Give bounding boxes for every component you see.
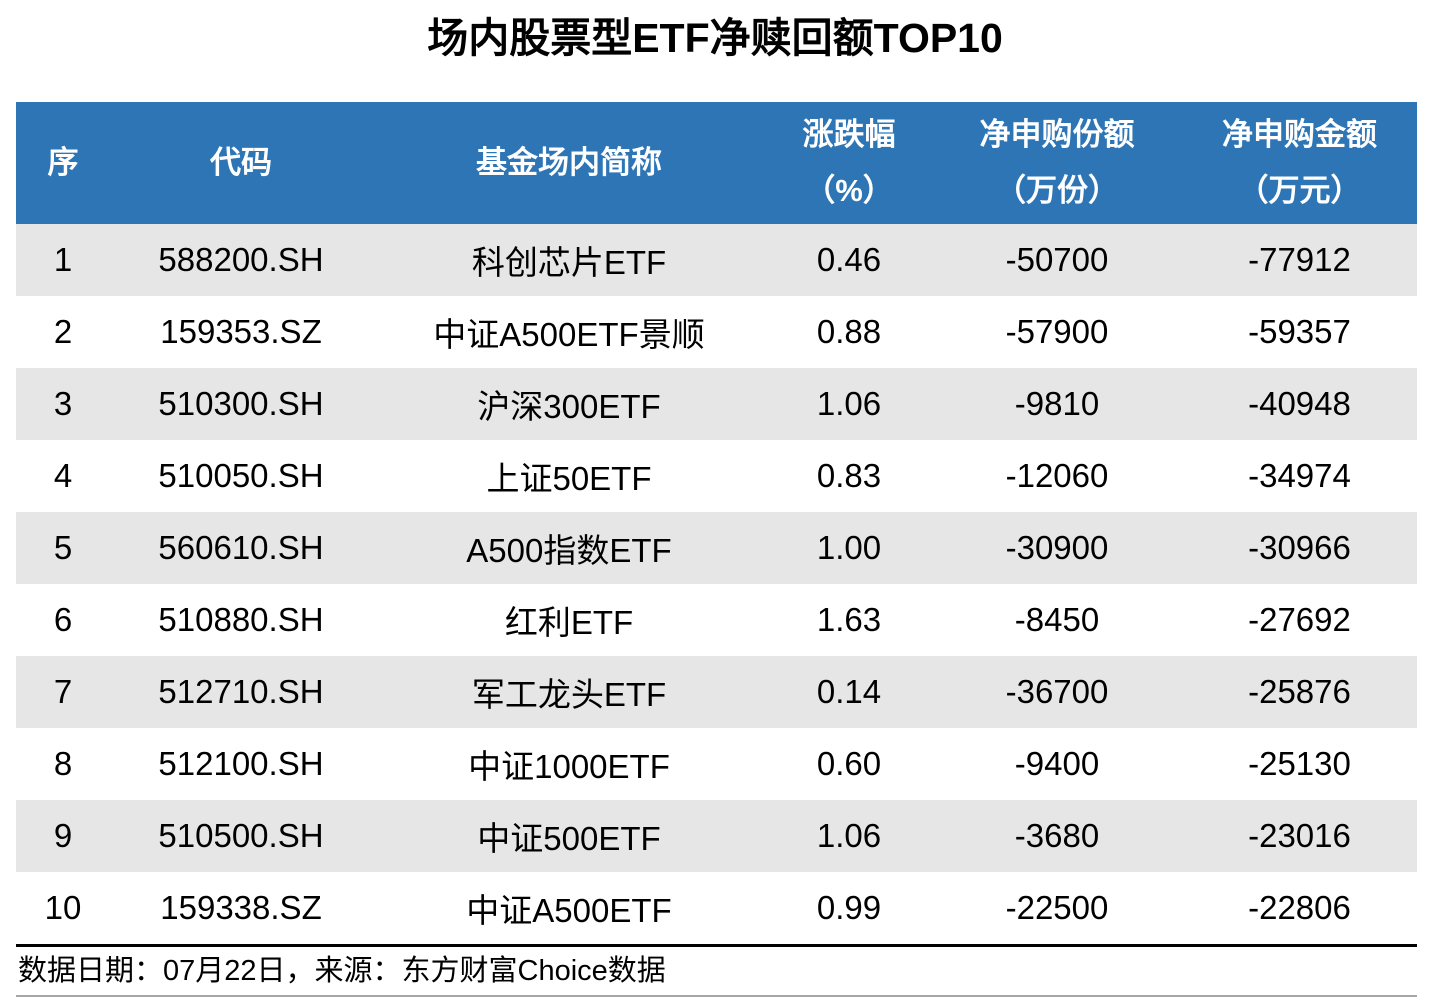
table-row: 1 588200.SH 科创芯片ETF 0.46 -50700 -77912 bbox=[16, 224, 1417, 296]
col-code-header: 代码 bbox=[110, 102, 372, 224]
col-amount-unit: （万元） bbox=[1237, 173, 1362, 208]
code-cell: 512710.SH bbox=[158, 673, 324, 710]
seq-cell: 8 bbox=[53, 745, 73, 782]
col-change-label: 涨跌幅 bbox=[802, 117, 896, 152]
col-shares-label: 净申购份额 bbox=[979, 117, 1135, 152]
change-cell: 1.06 bbox=[816, 817, 882, 854]
chart-title: 场内股票型ETF净赎回额TOP10 bbox=[427, 15, 1003, 61]
change-cell: 0.88 bbox=[816, 313, 882, 350]
shares-cell: -9400 bbox=[1014, 745, 1100, 782]
change-cell: 0.99 bbox=[816, 889, 882, 926]
seq-cell: 2 bbox=[53, 313, 73, 350]
table-body: 1 588200.SH 科创芯片ETF 0.46 -50700 -77912 2… bbox=[16, 224, 1417, 944]
col-change-header: 涨跌幅 （%） bbox=[766, 102, 932, 224]
seq-cell: 3 bbox=[53, 385, 73, 422]
table-row: 6 510880.SH 红利ETF 1.63 -8450 -27692 bbox=[16, 584, 1417, 656]
footer: 数据日期：07月22日，来源：东方财富Choice数据 bbox=[16, 944, 1417, 997]
shares-cell: -3680 bbox=[1014, 817, 1100, 854]
name-cell: 中证1000ETF bbox=[468, 748, 670, 785]
code-cell: 588200.SH bbox=[158, 241, 324, 278]
code-cell: 159338.SZ bbox=[160, 889, 322, 926]
code-cell: 159353.SZ bbox=[160, 313, 322, 350]
shares-cell: -12060 bbox=[1005, 457, 1109, 494]
shares-cell: -8450 bbox=[1014, 601, 1100, 638]
col-seq-label: 序 bbox=[47, 145, 79, 180]
amount-cell: -40948 bbox=[1248, 385, 1351, 422]
shares-cell: -36700 bbox=[1005, 673, 1109, 710]
table-row: 5 560610.SH A500指数ETF 1.00 -30900 -30966 bbox=[16, 512, 1417, 584]
shares-cell: -30900 bbox=[1005, 529, 1109, 566]
shares-cell: -57900 bbox=[1005, 313, 1109, 350]
name-cell: 中证500ETF bbox=[477, 820, 661, 857]
col-amount-label: 净申购金额 bbox=[1222, 117, 1377, 152]
col-amount-header: 净申购金额 （万元） bbox=[1182, 102, 1417, 224]
change-cell: 0.83 bbox=[816, 457, 882, 494]
table-row: 2 159353.SZ 中证A500ETF景顺 0.88 -57900 -593… bbox=[16, 296, 1417, 368]
code-cell: 510050.SH bbox=[158, 457, 324, 494]
table-row: 9 510500.SH 中证500ETF 1.06 -3680 -23016 bbox=[16, 800, 1417, 872]
seq-cell: 9 bbox=[53, 817, 73, 854]
shares-cell: -50700 bbox=[1005, 241, 1109, 278]
amount-cell: -22806 bbox=[1248, 889, 1351, 926]
seq-cell: 6 bbox=[53, 601, 73, 638]
shares-cell: -22500 bbox=[1005, 889, 1109, 926]
amount-cell: -34974 bbox=[1248, 457, 1351, 494]
seq-cell: 10 bbox=[44, 889, 82, 926]
seq-cell: 7 bbox=[53, 673, 73, 710]
change-cell: 1.63 bbox=[816, 601, 882, 638]
shares-cell: -9810 bbox=[1014, 385, 1100, 422]
col-change-unit: （%） bbox=[804, 173, 894, 208]
change-cell: 0.14 bbox=[816, 673, 882, 710]
amount-cell: -23016 bbox=[1248, 817, 1351, 854]
name-cell: 上证50ETF bbox=[486, 460, 652, 497]
change-cell: 1.06 bbox=[816, 385, 882, 422]
code-cell: 510880.SH bbox=[158, 601, 324, 638]
name-cell: 红利ETF bbox=[504, 604, 634, 641]
col-code-label: 代码 bbox=[210, 145, 272, 180]
code-cell: 510300.SH bbox=[158, 385, 324, 422]
name-cell: 军工龙头ETF bbox=[471, 676, 667, 713]
name-cell: 沪深300ETF bbox=[477, 388, 661, 425]
table-row: 8 512100.SH 中证1000ETF 0.60 -9400 -25130 bbox=[16, 728, 1417, 800]
amount-cell: -59357 bbox=[1248, 313, 1351, 350]
amount-cell: -25876 bbox=[1248, 673, 1351, 710]
code-cell: 510500.SH bbox=[158, 817, 324, 854]
code-cell: 512100.SH bbox=[158, 745, 324, 782]
code-cell: 560610.SH bbox=[158, 529, 324, 566]
col-name-label: 基金场内简称 bbox=[476, 145, 662, 180]
table-row: 4 510050.SH 上证50ETF 0.83 -12060 -34974 bbox=[16, 440, 1417, 512]
table-row: 3 510300.SH 沪深300ETF 1.06 -9810 -40948 bbox=[16, 368, 1417, 440]
change-cell: 0.46 bbox=[816, 241, 882, 278]
change-cell: 1.00 bbox=[816, 529, 882, 566]
col-shares-header: 净申购份额 （万份） bbox=[932, 102, 1182, 224]
col-name-header: 基金场内简称 bbox=[372, 102, 766, 224]
table-row: 7 512710.SH 军工龙头ETF 0.14 -36700 -25876 bbox=[16, 656, 1417, 728]
col-seq-header: 序 bbox=[16, 102, 110, 224]
name-cell: 中证A500ETF景顺 bbox=[433, 316, 705, 353]
seq-cell: 1 bbox=[53, 241, 73, 278]
amount-cell: -77912 bbox=[1248, 241, 1351, 278]
amount-cell: -25130 bbox=[1248, 745, 1351, 782]
name-cell: A500指数ETF bbox=[466, 532, 672, 569]
name-cell: 科创芯片ETF bbox=[471, 244, 667, 281]
footer-note: 数据日期：07月22日，来源：东方财富Choice数据 bbox=[18, 955, 666, 987]
col-shares-unit: （万份） bbox=[995, 173, 1119, 208]
amount-cell: -27692 bbox=[1248, 601, 1351, 638]
header-row: 序 代码 基金场内简称 涨跌幅 （%） 净申购份额 （万份） 净申购金额 bbox=[16, 102, 1417, 224]
change-cell: 0.60 bbox=[816, 745, 882, 782]
seq-cell: 5 bbox=[53, 529, 73, 566]
seq-cell: 4 bbox=[53, 457, 73, 494]
name-cell: 中证A500ETF bbox=[466, 892, 672, 929]
etf-table: 序 代码 基金场内简称 涨跌幅 （%） 净申购份额 （万份） 净申购金额 bbox=[16, 102, 1417, 944]
table-row: 10 159338.SZ 中证A500ETF 0.99 -22500 -2280… bbox=[16, 872, 1417, 944]
amount-cell: -30966 bbox=[1248, 529, 1351, 566]
